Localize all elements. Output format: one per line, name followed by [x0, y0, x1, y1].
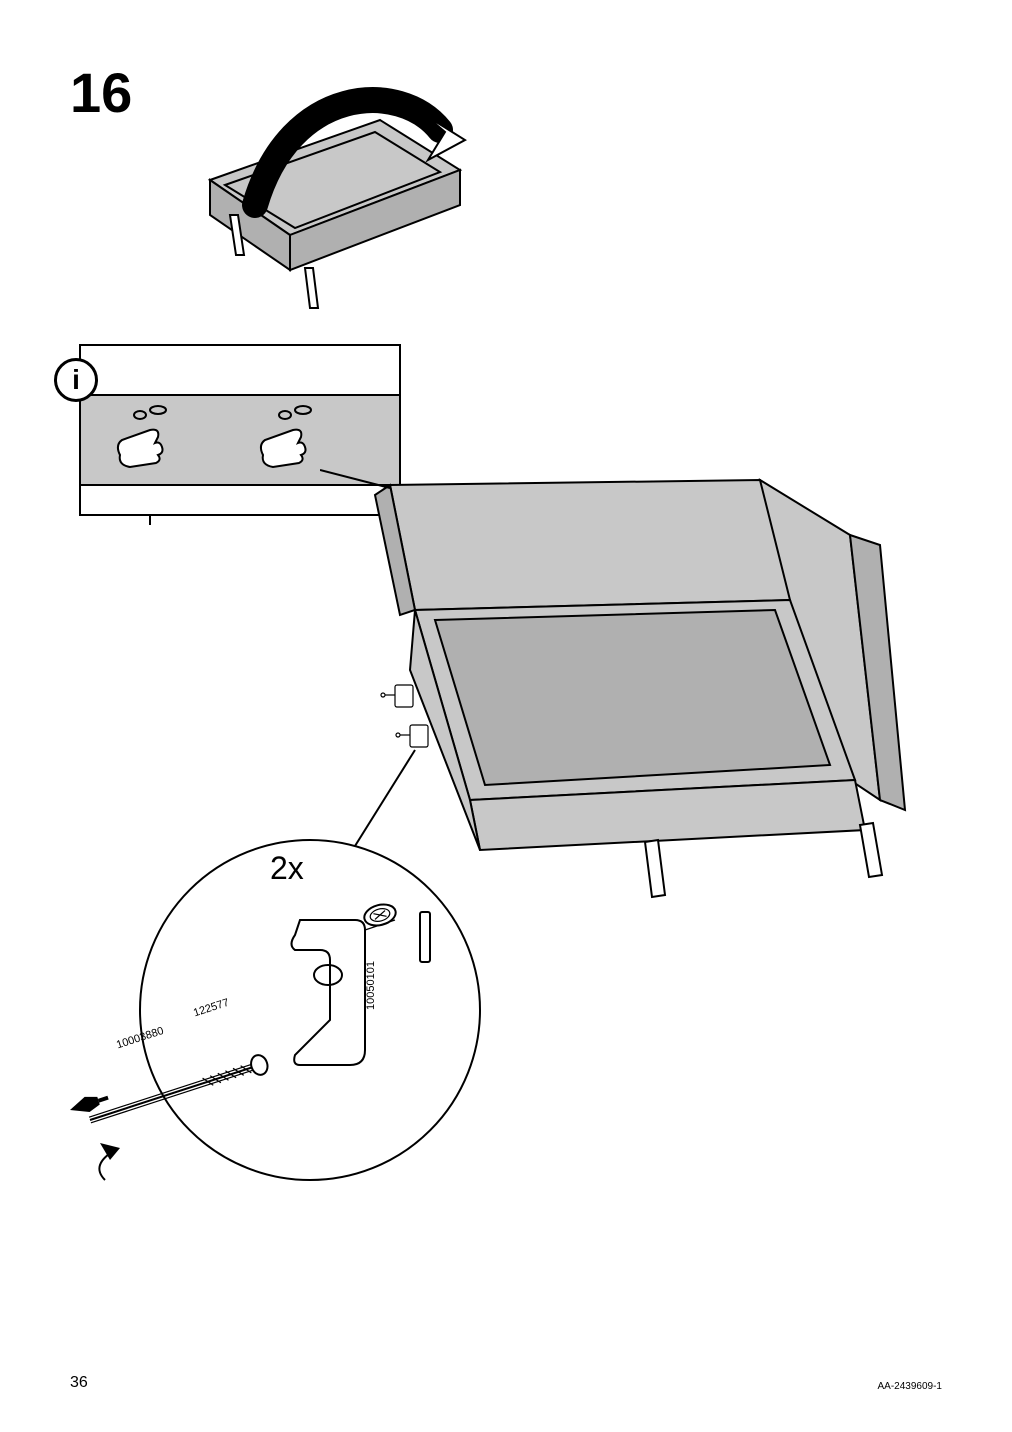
illustration-flip-sofa: [170, 60, 480, 320]
info-icon: i: [54, 358, 98, 402]
part-code-bracket: 10050101: [365, 961, 377, 1010]
hardware-quantity-label: 2x: [270, 850, 304, 887]
doc-code: AA-2439609-1: [878, 1381, 943, 1392]
step-number: 16: [70, 60, 132, 125]
info-icon-label: i: [72, 364, 80, 396]
page-number: 36: [70, 1374, 88, 1392]
